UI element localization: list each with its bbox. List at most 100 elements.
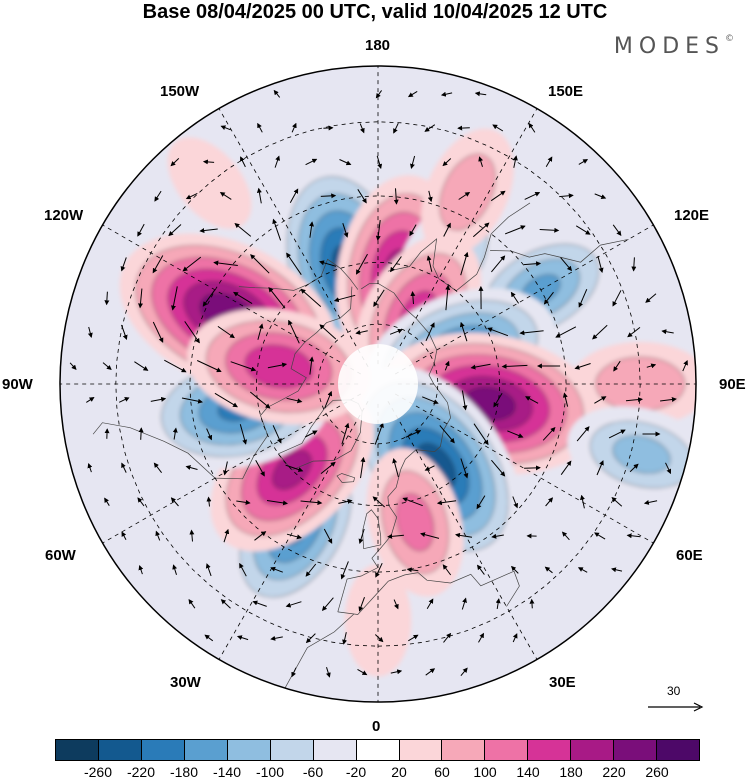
colorbar-tick-label: 220: [602, 764, 626, 780]
wind-arrow: [629, 463, 639, 473]
wind-arrow: [182, 256, 202, 272]
wind-arrow: [285, 601, 302, 608]
wind-arrow: [359, 123, 365, 134]
wind-arrow: [86, 397, 95, 403]
wind-arrow: [270, 635, 283, 641]
colorbar-tick-label: 140: [516, 764, 540, 780]
wind-arrow: [376, 155, 383, 170]
wind-arrow: [339, 159, 352, 166]
wind-arrow: [460, 251, 469, 276]
colorbar: [55, 739, 700, 761]
anomaly-contour: [167, 137, 252, 229]
wind-arrow: [474, 91, 487, 97]
wind-arrow: [393, 188, 399, 205]
wind-arrow: [375, 90, 383, 99]
wind-arrow: [340, 561, 349, 580]
wind-arrow: [665, 462, 672, 475]
wind-arrow: [443, 632, 452, 643]
wind-arrow: [358, 528, 365, 544]
wind-arrow: [214, 392, 238, 408]
wind-arrow: [137, 497, 145, 507]
meridian-line: [218, 108, 369, 368]
wind-arrow: [171, 286, 178, 311]
wind-arrow: [576, 426, 590, 442]
wind-arrow: [660, 397, 677, 402]
lon-label-120w: 120W: [44, 207, 84, 224]
wind-arrow: [512, 633, 518, 643]
wind-arrow: [596, 460, 604, 476]
wind-arrow: [255, 459, 265, 477]
polar-stereographic-map: [59, 65, 697, 703]
wind-arrow: [360, 456, 366, 479]
wind-arrow: [555, 326, 577, 338]
wind-arrow: [458, 191, 471, 200]
wind-arrow: [575, 225, 591, 235]
wind-arrow: [545, 156, 553, 168]
wind-arrow: [460, 458, 469, 479]
lon-label-180: 180: [365, 37, 391, 54]
wind-arrow: [152, 255, 164, 274]
wind-arrow: [611, 497, 623, 507]
wind-arrow: [223, 528, 230, 543]
wind-arrow: [439, 425, 455, 444]
wind-arrow: [199, 228, 218, 234]
wind-arrow: [407, 90, 418, 98]
wind-arrow: [87, 462, 93, 473]
wind-arrow: [69, 362, 77, 370]
wind-arrow: [461, 597, 467, 610]
wind-arrow: [121, 462, 127, 473]
wind-arrow: [338, 498, 353, 504]
wind-arrow: [594, 193, 607, 199]
wind-arrow: [495, 598, 501, 609]
wind-arrow: [375, 562, 383, 578]
wind-arrow: [424, 465, 435, 471]
meridian-line: [102, 224, 362, 375]
wind-arrow: [286, 397, 303, 404]
wind-arrow: [470, 363, 491, 370]
meridian-line: [394, 393, 654, 544]
wind-arrow: [524, 192, 541, 200]
wind-arrow: [510, 291, 520, 304]
coastline: [336, 473, 356, 483]
colorbar-swatch: [56, 740, 99, 760]
wind-arrow: [164, 359, 187, 373]
lon-label-60w: 60W: [45, 547, 76, 564]
wind-arrow: [220, 125, 231, 131]
meridian-line: [387, 108, 538, 368]
wind-arrow: [250, 254, 270, 274]
wind-arrow: [333, 294, 356, 303]
wind-arrow: [219, 192, 232, 200]
wind-arrow: [682, 359, 688, 372]
wind-arrow: [592, 324, 608, 340]
wind-arrow: [478, 156, 484, 167]
wind-arrow: [545, 497, 554, 507]
wind-arrow: [266, 500, 288, 506]
wind-arrow: [305, 158, 318, 166]
wind-arrow: [267, 362, 288, 369]
wind-arrow: [170, 497, 179, 507]
wind-arrow: [507, 430, 524, 438]
map-border: [59, 65, 697, 703]
brand-name: MODES: [613, 34, 725, 59]
lon-label-120e: 120E: [674, 207, 710, 224]
wind-arrow: [155, 530, 161, 541]
wind-arrow: [493, 393, 503, 408]
wind-arrow: [236, 635, 249, 641]
wind-arrow: [426, 598, 434, 610]
wind-arrow: [154, 190, 162, 202]
wind-arrow: [491, 533, 504, 539]
wind-arrow: [257, 122, 263, 133]
wind-arrow: [427, 190, 433, 203]
wind-arrow: [580, 494, 585, 509]
colorbar-tick-label: 260: [645, 764, 669, 780]
wind-arrow: [544, 566, 553, 574]
wind-arrow: [661, 329, 674, 335]
wind-arrow: [324, 390, 333, 409]
wind-arrow: [342, 223, 349, 238]
wind-arrow: [597, 255, 604, 273]
meridian-line: [218, 400, 369, 660]
wind-arrow: [523, 261, 542, 267]
wind-arrow: [492, 124, 504, 132]
anomaly-center: [366, 448, 464, 597]
wind-arrow: [542, 426, 556, 441]
